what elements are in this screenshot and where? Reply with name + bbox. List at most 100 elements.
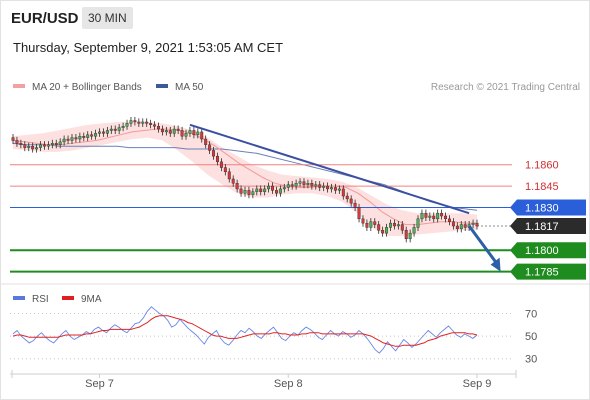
candle-body [310, 183, 314, 187]
candle-body [157, 126, 160, 130]
candle [381, 226, 385, 237]
x-tick-label: Sep 8 [274, 378, 303, 390]
candle-body [168, 130, 172, 134]
symbol-label: EUR/USD [11, 10, 79, 27]
candle [396, 220, 400, 230]
timeframe-badge[interactable]: 30 MIN [82, 7, 133, 29]
candle-body [46, 144, 50, 147]
candle [463, 220, 467, 231]
candle-body [440, 212, 444, 217]
candle [219, 158, 223, 172]
candle [137, 118, 141, 127]
candle [290, 181, 294, 190]
candle [74, 134, 78, 143]
legend-label-ma20: MA 20 + Bollinger Bands [32, 82, 142, 93]
candle-body [235, 183, 239, 190]
candle-body [42, 144, 46, 147]
candle [188, 126, 192, 137]
candle [274, 186, 278, 197]
candle [231, 175, 235, 187]
candle-body [133, 120, 137, 123]
candle [168, 126, 172, 137]
candle [314, 181, 318, 190]
level-label-1-1845: 1.1845 [525, 181, 559, 193]
candle [333, 183, 337, 194]
candle [337, 185, 341, 194]
candle [440, 209, 444, 220]
candle [451, 218, 455, 230]
legend-swatch-ma50 [156, 84, 168, 88]
candle [377, 220, 381, 234]
candle-body [416, 218, 420, 228]
ma20-line [12, 128, 477, 226]
level-label-1-1860: 1.1860 [525, 160, 559, 172]
candle [50, 139, 54, 149]
candle [357, 203, 361, 223]
candle [361, 215, 365, 227]
candle-body [428, 215, 432, 218]
candle [424, 209, 428, 221]
candle-body [259, 188, 263, 192]
level-tag-label-1-1785: 1.1785 [525, 267, 559, 279]
candle [271, 182, 274, 194]
candle [294, 179, 298, 190]
candle [263, 185, 267, 196]
candle-body [27, 145, 31, 148]
candle [86, 131, 90, 142]
candle-body [263, 188, 267, 192]
candle [101, 128, 105, 137]
candle [251, 188, 255, 199]
candle [471, 219, 475, 229]
candle-body [62, 138, 66, 143]
candle-body [113, 128, 117, 131]
candle [184, 129, 188, 140]
candle-body [392, 222, 396, 227]
candle-body [66, 138, 70, 141]
candle-body [459, 224, 463, 230]
candle-body [141, 121, 145, 124]
candle-body [349, 198, 353, 204]
forecast-arrow-head [490, 257, 501, 272]
candle-body [50, 143, 54, 145]
candle-body [400, 224, 404, 231]
candle-body [196, 131, 200, 135]
candle-body [255, 188, 259, 192]
candle-body [15, 140, 19, 144]
candle-body [137, 121, 141, 124]
candle-body [78, 135, 82, 140]
candle [46, 141, 50, 150]
candle [145, 118, 149, 127]
candle-body [86, 134, 90, 138]
candle [70, 134, 74, 145]
candle-body [282, 187, 286, 190]
candle [389, 219, 392, 231]
candle-body [385, 227, 389, 234]
candle-body [381, 230, 385, 234]
candle [31, 142, 35, 153]
candle-body [412, 227, 416, 234]
candle-body [333, 187, 337, 191]
candle-body [216, 155, 219, 163]
credit-label: Research © 2021 Trading Central [431, 82, 580, 93]
candle [432, 212, 436, 223]
candle-body [70, 137, 74, 141]
legend-label-ma50: MA 50 [175, 82, 204, 93]
candle-body [98, 131, 101, 134]
candle [349, 195, 353, 207]
candle-body [274, 190, 278, 194]
candle [247, 186, 251, 199]
candle-body [318, 184, 322, 188]
legend-label-9ma: 9MA [81, 294, 102, 305]
candle-body [109, 128, 113, 131]
candle-body [373, 221, 377, 225]
candle [204, 135, 208, 149]
candle [341, 185, 345, 200]
candle-body [271, 185, 274, 191]
rsi-tick-70: 70 [525, 309, 537, 321]
candle [82, 132, 86, 142]
candle [259, 185, 263, 196]
candle-body [448, 218, 451, 222]
candle-body [11, 137, 15, 141]
candle-body [432, 215, 436, 220]
